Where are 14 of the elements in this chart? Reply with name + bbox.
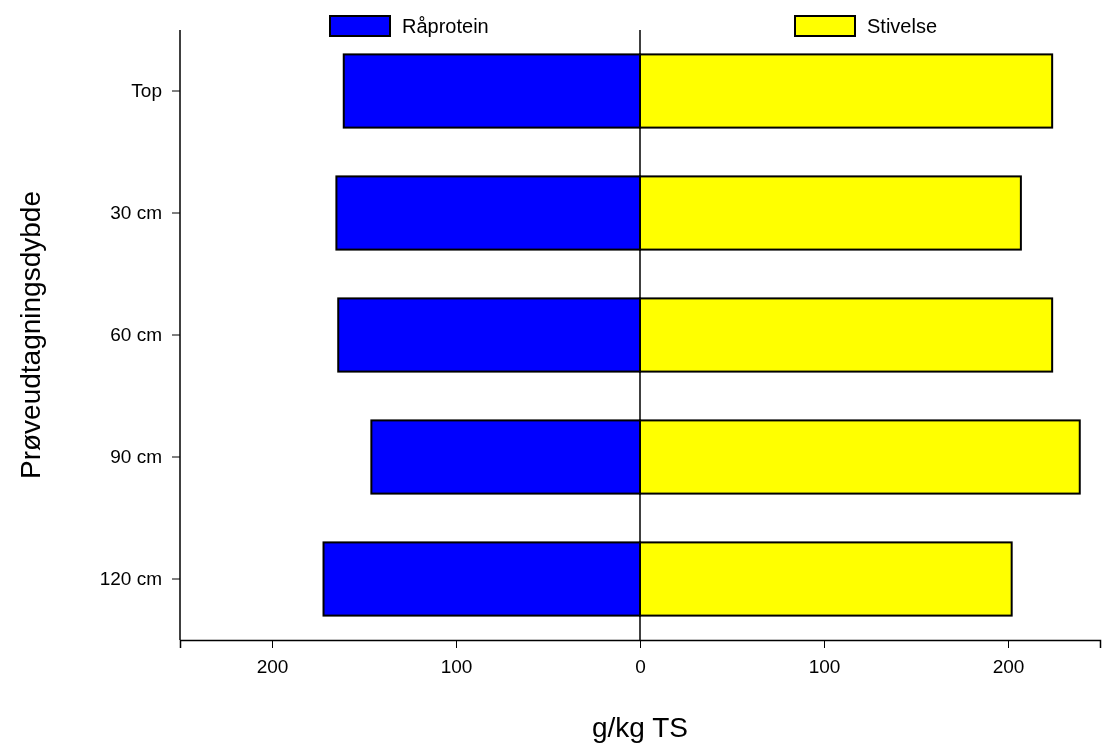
y-tick-label: 30 cm [110,202,162,224]
y-tick-label: 90 cm [110,446,162,468]
x-tick-label: 200 [992,656,1025,678]
x-axis-title: g/kg TS [592,712,688,743]
y-tick-label: 60 cm [110,324,162,346]
y-tick-label: 120 cm [99,568,162,590]
legend-label: Råprotein [402,15,489,37]
x-tick-label: 100 [808,656,841,678]
legend-label: Stivelse [867,15,938,37]
x-tick-label: 100 [440,656,473,678]
y-axis-title: Prøveudtagningsdybde [15,191,46,479]
y-tick-label: Top [131,80,162,102]
x-tick-label: 200 [256,656,289,678]
x-tick-label: 0 [635,656,646,678]
